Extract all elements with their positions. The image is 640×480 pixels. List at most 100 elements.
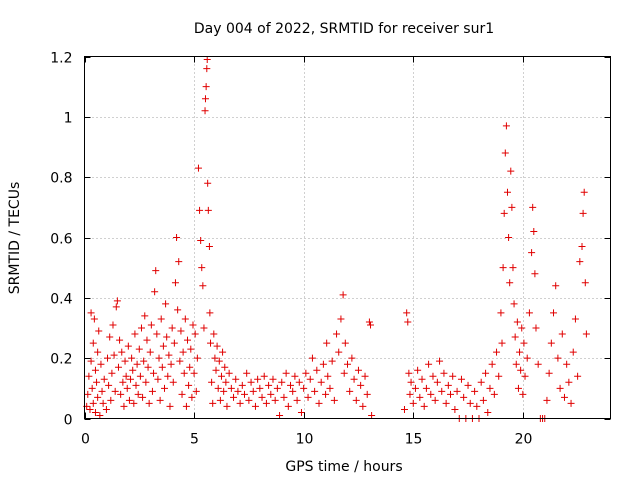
data-point: [578, 243, 586, 251]
data-point: [119, 378, 127, 386]
data-point: [169, 378, 177, 386]
data-point: [528, 249, 536, 257]
data-point: [543, 396, 551, 404]
data-point: [227, 384, 235, 392]
data-point: [116, 336, 124, 344]
data-point: [409, 399, 417, 407]
data-point: [84, 390, 92, 398]
data-point: [291, 372, 299, 380]
data-point: [531, 270, 539, 278]
data-point: [208, 378, 216, 386]
y-tick-label: 0.8: [50, 171, 72, 187]
data-point: [108, 369, 116, 377]
data-point: [186, 363, 194, 371]
data-point: [532, 324, 540, 332]
data-point: [191, 330, 199, 338]
data-point: [247, 378, 255, 386]
data-point: [86, 405, 94, 413]
data-point: [547, 339, 555, 347]
data-point: [323, 339, 331, 347]
data-point: [516, 348, 524, 356]
data-point: [352, 396, 360, 404]
data-point: [236, 399, 244, 407]
data-point: [512, 360, 520, 368]
data-point: [427, 390, 435, 398]
data-point: [501, 149, 509, 157]
data-point: [498, 339, 506, 347]
data-point: [199, 282, 207, 290]
data-point: [400, 405, 408, 413]
data-point: [188, 393, 196, 401]
data-point: [102, 405, 110, 413]
data-point: [328, 357, 336, 365]
data-point: [365, 318, 373, 326]
data-point: [174, 306, 182, 314]
data-point: [265, 381, 273, 389]
data-point: [497, 309, 505, 317]
data-point: [162, 300, 170, 308]
y-tick-label: 1.2: [50, 51, 72, 67]
data-point: [121, 357, 129, 365]
data-point: [222, 378, 230, 386]
data-point: [436, 357, 444, 365]
data-point: [215, 357, 223, 365]
data-point: [133, 360, 141, 368]
data-point: [311, 387, 319, 395]
data-point: [251, 402, 259, 410]
data-point: [180, 369, 188, 377]
data-point: [187, 345, 195, 353]
data-point: [170, 339, 178, 347]
data-point: [87, 357, 95, 365]
data-point: [451, 405, 459, 413]
data-point: [574, 372, 582, 380]
data-point: [89, 339, 97, 347]
data-point: [203, 65, 211, 73]
data-point: [153, 330, 161, 338]
data-point: [97, 360, 105, 368]
data-points: [83, 56, 590, 422]
data-point: [534, 360, 542, 368]
data-point: [324, 372, 332, 380]
data-point: [477, 378, 485, 386]
data-point: [209, 399, 217, 407]
data-point: [99, 399, 107, 407]
data-point: [178, 390, 186, 398]
data-point: [219, 348, 227, 356]
data-point: [160, 384, 168, 392]
data-point: [240, 390, 248, 398]
data-point: [203, 56, 211, 64]
y-tick-label: 0.6: [50, 232, 72, 248]
data-point: [330, 396, 338, 404]
data-point: [144, 363, 152, 371]
data-point: [507, 167, 515, 175]
x-tick-label: 5: [190, 432, 199, 448]
data-point: [124, 342, 132, 350]
data-point: [502, 122, 510, 130]
data-point: [140, 357, 148, 365]
data-point: [337, 315, 345, 323]
data-point: [405, 369, 413, 377]
data-point: [295, 378, 303, 386]
data-point: [335, 348, 343, 356]
data-point: [175, 258, 183, 266]
data-point: [567, 399, 575, 407]
data-point: [473, 402, 481, 410]
data-point: [210, 330, 218, 338]
data-point: [117, 390, 125, 398]
data-point: [146, 348, 154, 356]
data-point: [340, 369, 348, 377]
data-point: [184, 336, 192, 344]
data-point: [260, 372, 268, 380]
data-point: [357, 381, 365, 389]
data-point: [88, 384, 96, 392]
data-point: [136, 372, 144, 380]
data-point: [530, 227, 538, 235]
data-point: [425, 360, 433, 368]
data-point: [165, 351, 173, 359]
data-point: [368, 411, 376, 419]
data-point: [404, 318, 412, 326]
data-point: [519, 390, 527, 398]
data-point: [112, 303, 120, 311]
y-tick-label: 0.2: [50, 352, 72, 368]
